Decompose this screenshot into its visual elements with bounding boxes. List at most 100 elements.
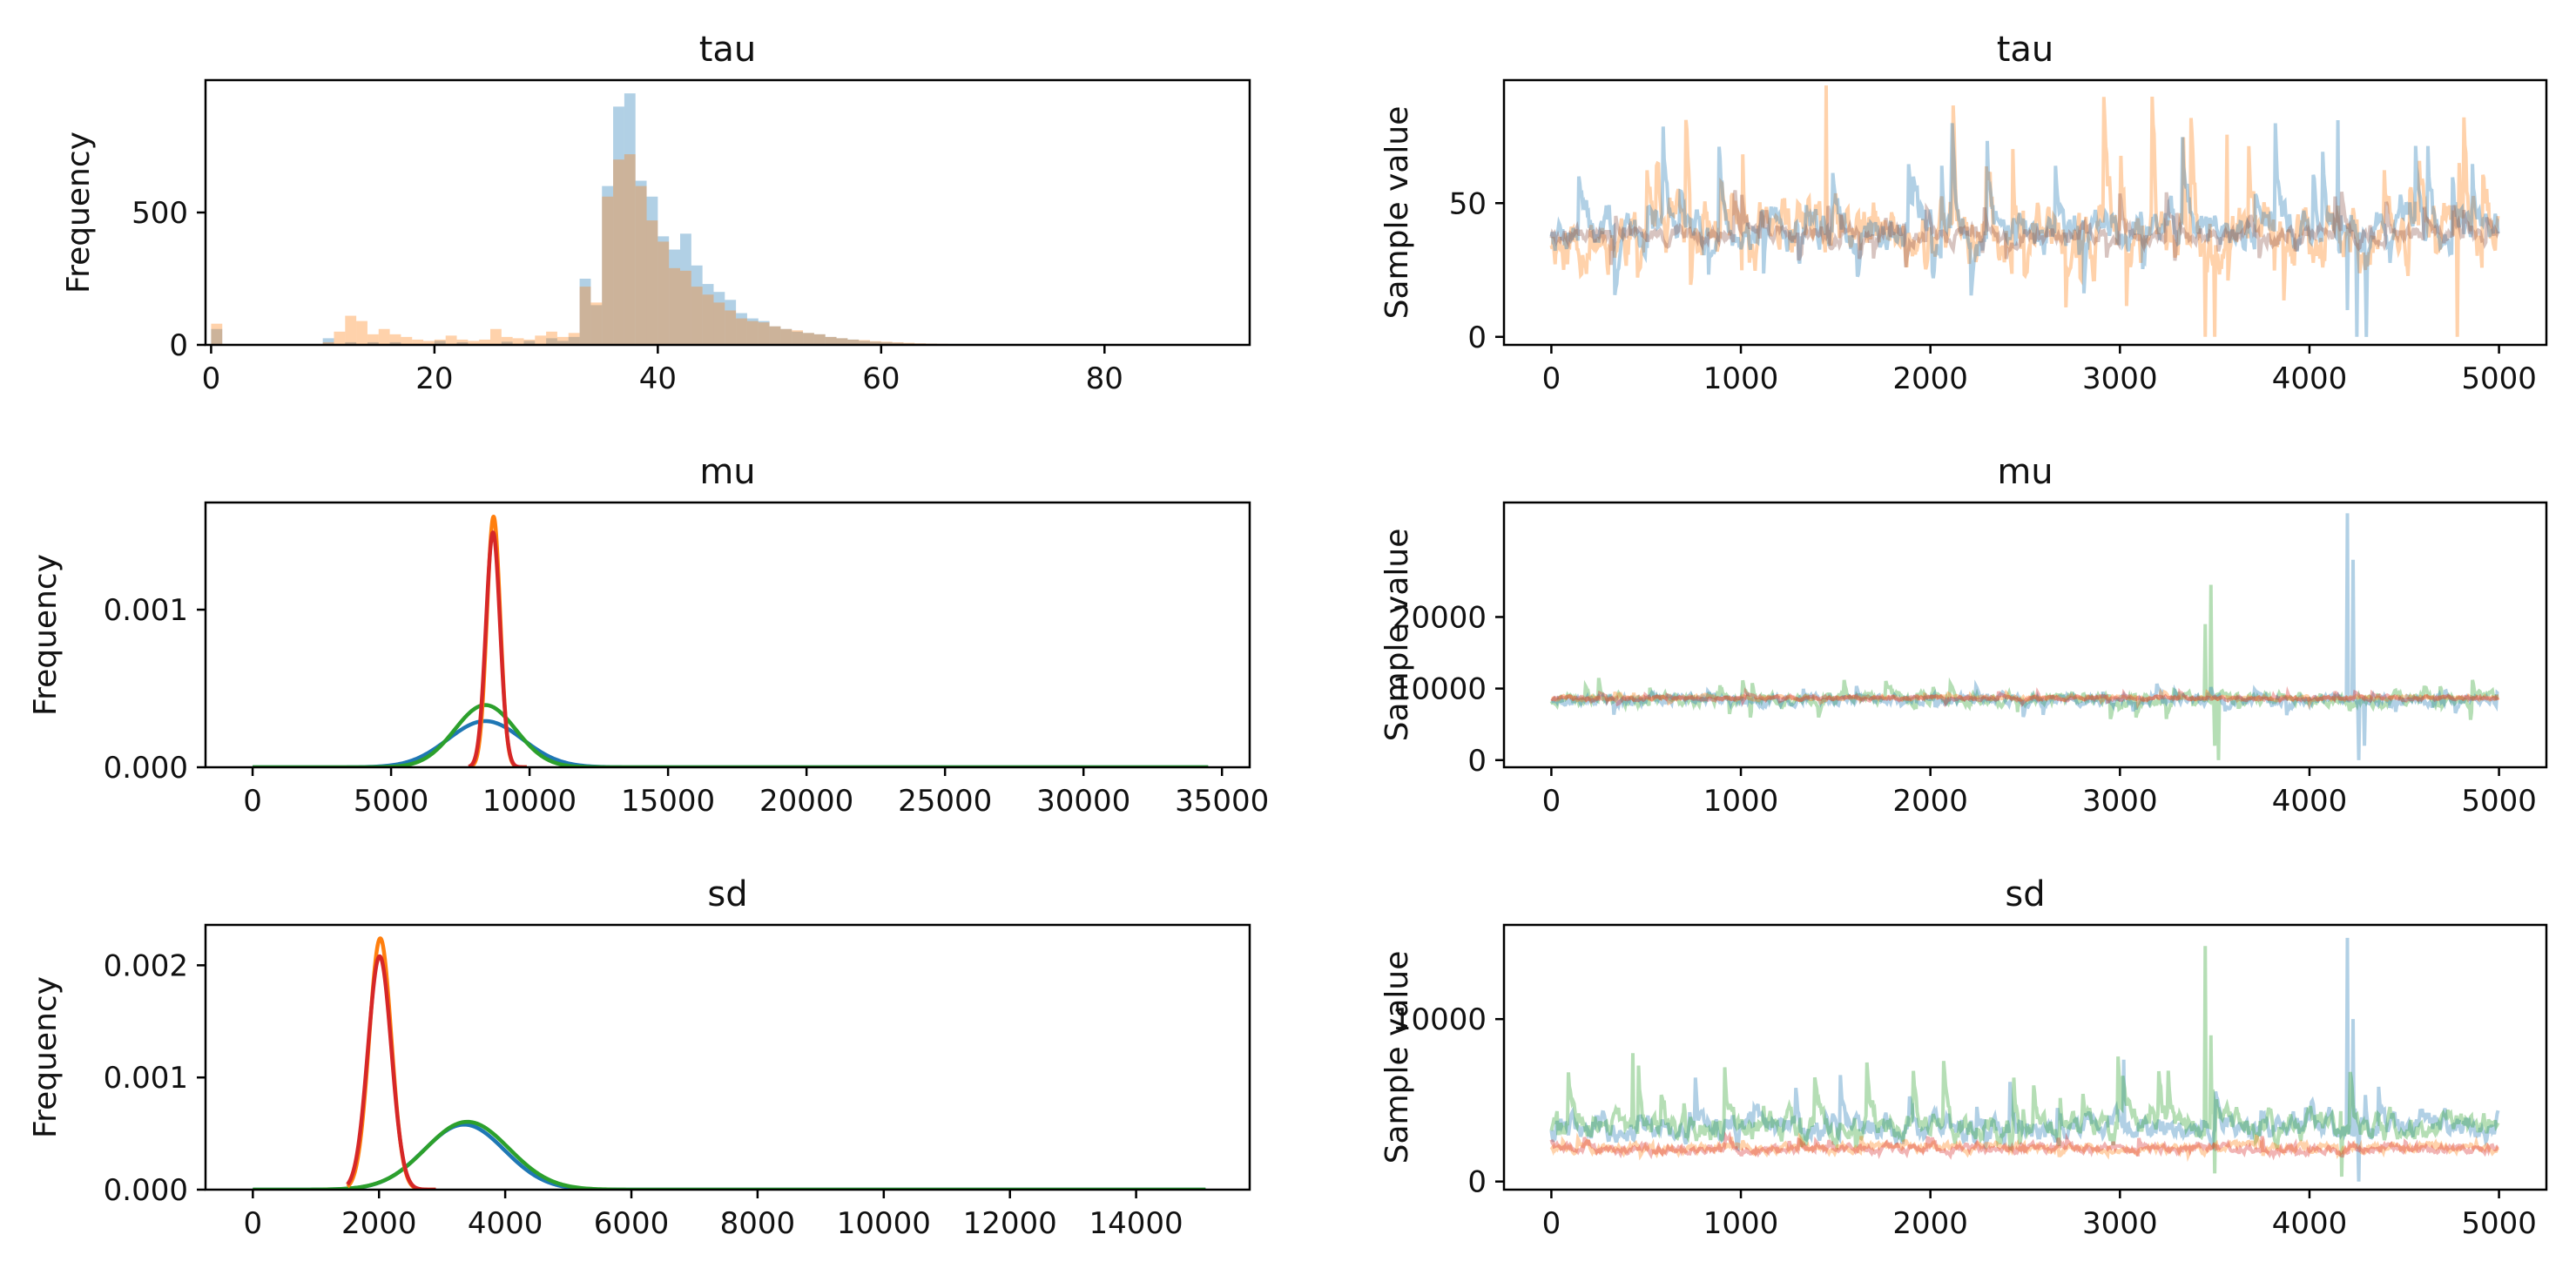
density-line-3 xyxy=(346,954,438,1190)
y-tick-label: 0.002 xyxy=(104,948,188,983)
x-tick-label: 4000 xyxy=(468,1206,543,1241)
histogram-bar xyxy=(669,249,680,345)
axes-frame xyxy=(1502,923,2548,1191)
histogram-bar xyxy=(691,287,703,345)
histogram-bar xyxy=(758,320,770,345)
histogram-bar xyxy=(590,305,603,345)
subplot-1: 0 1000 2000 3000 4000 5000 0 50 tau Sample value xyxy=(1379,30,2548,396)
histogram-bar xyxy=(568,333,580,345)
histogram-bar xyxy=(813,334,826,345)
x-tick-label: 4000 xyxy=(2272,784,2348,819)
histogram-bar xyxy=(825,336,837,345)
subplot-5: 0 1000 2000 3000 4000 5000 0 10000 sd Sample valu… xyxy=(1379,874,2548,1241)
histogram-bar xyxy=(579,287,591,345)
x-tick-label: 2000 xyxy=(341,1206,417,1241)
histogram-bar xyxy=(613,159,624,345)
histogram-bar xyxy=(602,196,614,345)
y-tick-label: 0.000 xyxy=(104,751,188,786)
histogram-bar xyxy=(669,267,680,345)
x-tick-label: 3000 xyxy=(2082,1206,2158,1241)
subplot-0: 0 20 40 60 80 0 500 tau Frequency xyxy=(61,30,1251,396)
y-axis-label: Frequency xyxy=(61,132,97,293)
trace-line-1 xyxy=(1549,120,2500,337)
x-tick-label: 1000 xyxy=(1703,1206,1779,1241)
histogram-bar xyxy=(713,302,725,345)
plot-area xyxy=(1549,85,2500,337)
trace-line-2 xyxy=(1550,688,2500,711)
axes-frame xyxy=(1502,78,2548,347)
subplot-title: mu xyxy=(699,452,755,492)
histogram-bar xyxy=(434,341,446,345)
histogram-bar xyxy=(803,333,814,345)
histogram-bar xyxy=(680,233,691,345)
histogram-bar xyxy=(725,310,737,345)
histogram-bar xyxy=(568,336,580,345)
x-tick-label: 5000 xyxy=(354,784,429,819)
x-tick-label: 12000 xyxy=(963,1206,1057,1241)
plot-area xyxy=(211,93,1004,345)
subplot-title: tau xyxy=(699,30,757,70)
x-tick-label: 0 xyxy=(1542,361,1561,396)
x-tick-label: 0 xyxy=(244,1206,263,1241)
histogram-bar xyxy=(680,270,691,345)
histogram-bar xyxy=(556,336,569,345)
histogram-bar xyxy=(736,313,747,345)
x-tick-label: 14000 xyxy=(1089,1206,1183,1241)
subplot-title: mu xyxy=(1997,452,2053,492)
histogram-bar xyxy=(725,300,737,345)
subplot-3: 0 1000 2000 3000 4000 5000 0 10000 20000 mu Sample… xyxy=(1379,452,2548,819)
histogram-bar xyxy=(389,334,401,345)
x-tick-label: 4000 xyxy=(2272,1206,2348,1241)
histogram-bar xyxy=(657,241,670,345)
density-line-0 xyxy=(253,1123,1206,1190)
y-tick-label: 0.001 xyxy=(104,1061,188,1096)
trace-line-3 xyxy=(1550,685,2499,708)
histogram-bar xyxy=(635,186,647,345)
x-tick-label: 25000 xyxy=(898,784,992,819)
subplot-title: tau xyxy=(1997,30,2054,70)
y-tick-label: 10000 xyxy=(1393,672,1487,707)
histogram-bar xyxy=(713,292,725,345)
y-axis-label: Sample value xyxy=(1379,106,1415,320)
histogram-bar xyxy=(769,326,781,345)
histogram-bar xyxy=(445,335,457,345)
subplot-4: 0 2000 4000 6000 8000 10000 12000 14000 0.000 0.0… xyxy=(28,874,1251,1241)
histogram-bar xyxy=(859,340,870,345)
histogram-bar xyxy=(389,341,401,345)
histogram-bar xyxy=(523,341,536,345)
y-tick-label: 50 xyxy=(1449,186,1487,221)
x-tick-label: 10000 xyxy=(482,784,577,819)
histogram-bar xyxy=(423,341,435,345)
histogram-bar xyxy=(746,320,759,345)
histogram-bar xyxy=(322,338,334,345)
trace-line-2 xyxy=(1549,190,2500,268)
x-tick-label: 0 xyxy=(202,361,221,396)
histogram-bar xyxy=(792,330,804,345)
x-tick-label: 3000 xyxy=(2082,784,2158,819)
trace-line-0 xyxy=(1549,937,2500,1182)
histogram-bar xyxy=(880,341,893,345)
histogram-bar xyxy=(334,331,346,345)
subplot-2: 0 5000 10000 15000 20000 25000 30000 35000 0.000… xyxy=(28,452,1269,819)
x-tick-label: 6000 xyxy=(594,1206,670,1241)
histogram-bar xyxy=(367,341,379,345)
x-tick-label: 15000 xyxy=(621,784,715,819)
plot-area xyxy=(1549,937,2500,1182)
histogram-bar xyxy=(501,341,513,345)
y-tick-label: 0 xyxy=(169,328,188,363)
histogram-bar xyxy=(769,326,781,345)
histogram-bar xyxy=(456,339,469,345)
histogram-bar xyxy=(490,328,502,345)
plot-area xyxy=(253,515,1209,767)
histogram-bar xyxy=(836,338,848,345)
histogram-bar xyxy=(602,186,614,345)
histogram-bar xyxy=(356,320,368,345)
histogram-bar xyxy=(367,334,379,345)
histogram-bar xyxy=(702,294,714,345)
x-tick-label: 40 xyxy=(639,361,677,396)
density-line-1 xyxy=(253,1119,1206,1190)
histogram-bar xyxy=(613,106,624,345)
plot-area xyxy=(253,936,1206,1190)
x-tick-label: 0 xyxy=(243,784,262,819)
